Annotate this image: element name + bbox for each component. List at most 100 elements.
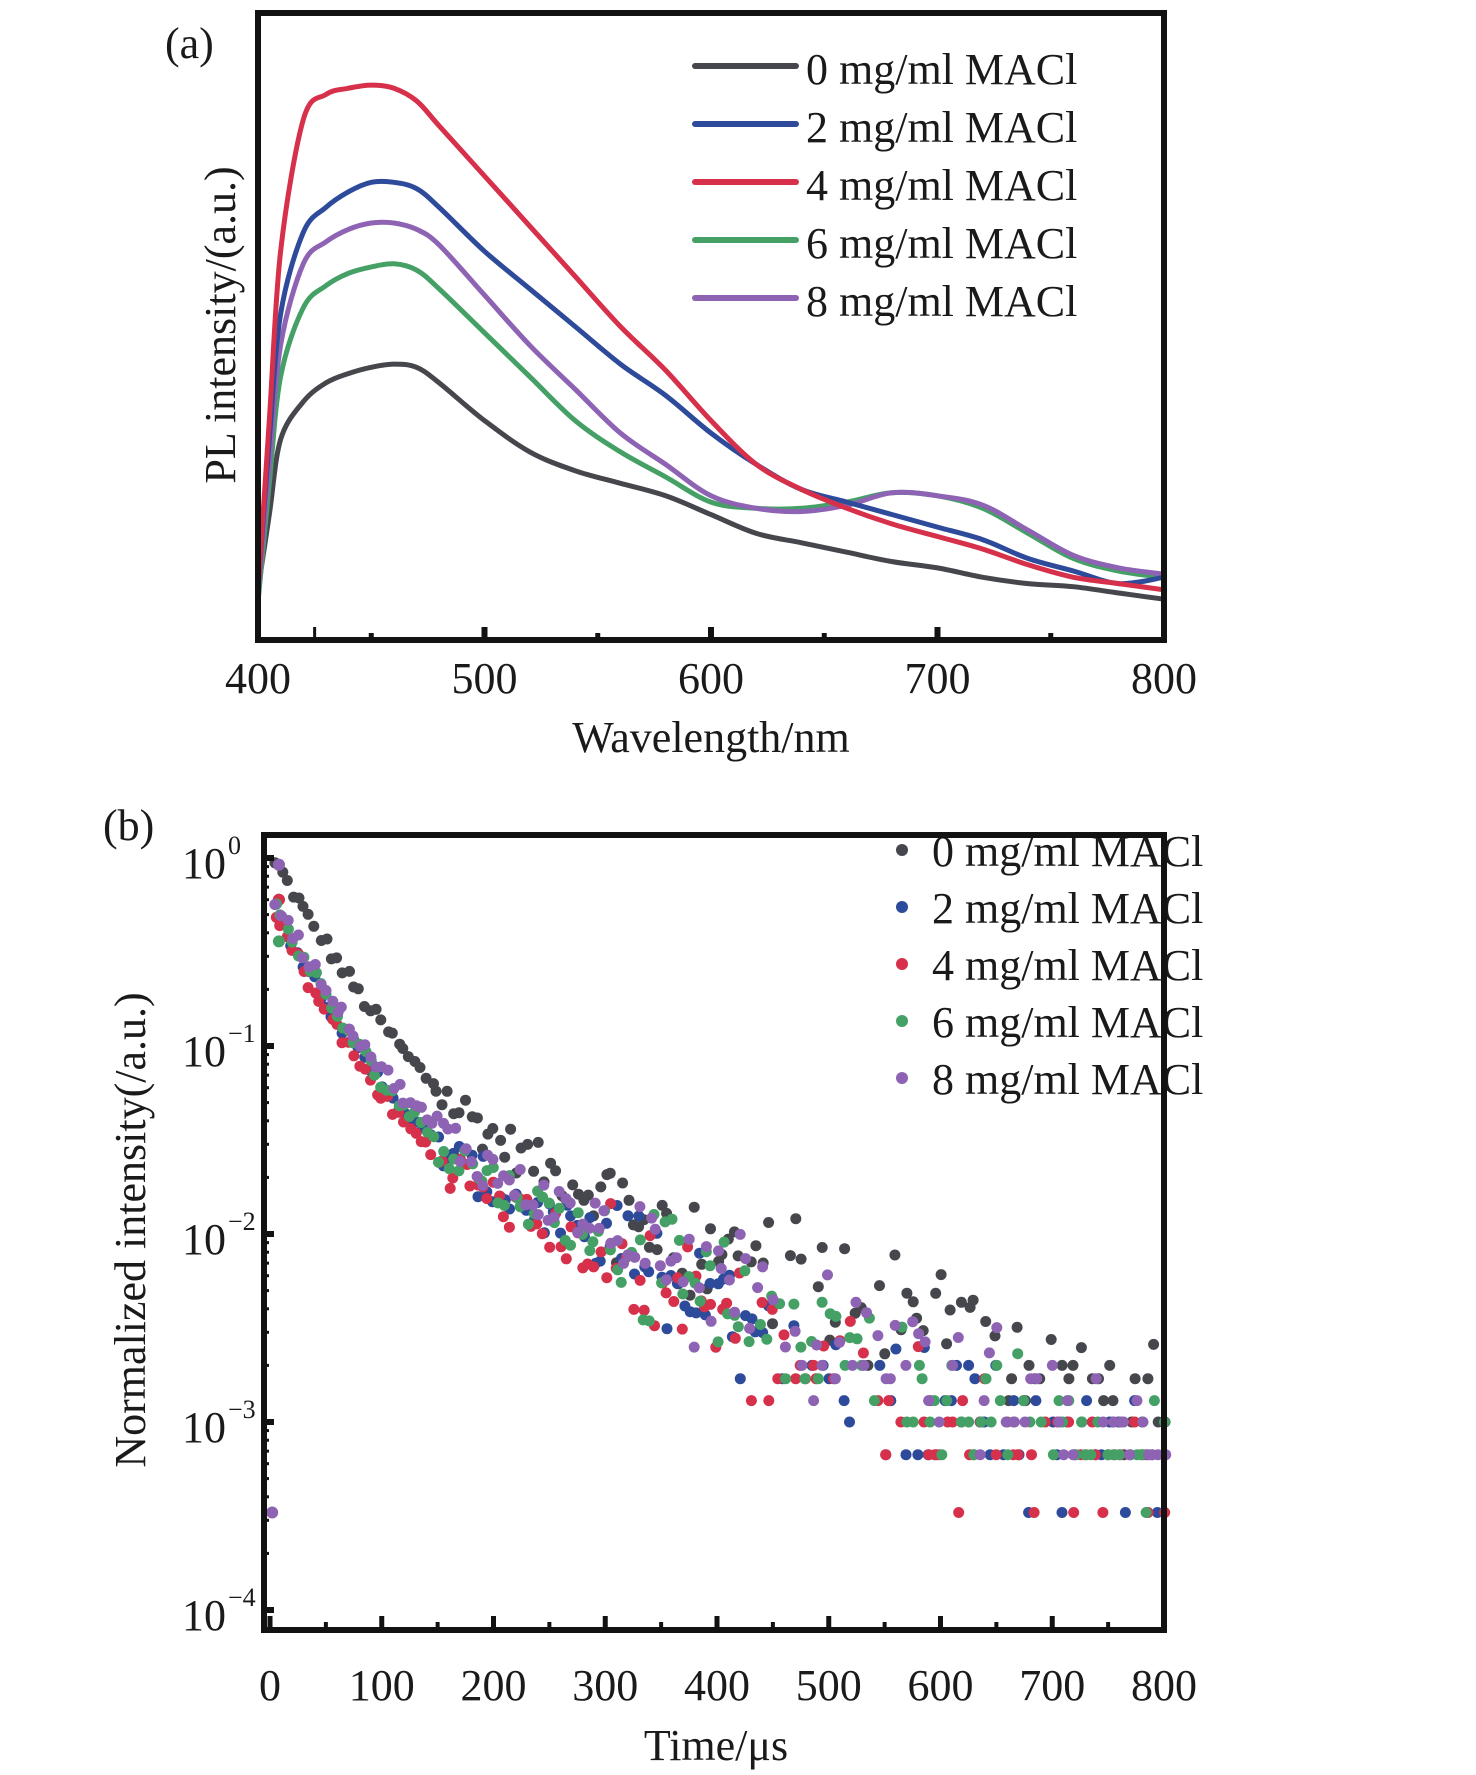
- panel-b-point-6mgml: [780, 1373, 792, 1385]
- panel-b-point-8mgml: [1067, 1449, 1079, 1461]
- panel-b-point-4mgml: [1129, 1416, 1140, 1428]
- panel-b-point-4mgml: [1012, 1449, 1024, 1461]
- panel-b-y-tick-label: 10: [182, 1403, 226, 1452]
- panel-b-point-6mgml: [553, 1202, 565, 1214]
- panel-b-point-8mgml: [646, 1212, 658, 1224]
- panel-a-x-tick-label: 700: [905, 654, 971, 703]
- panel-b-point-8mgml: [952, 1332, 964, 1343]
- panel-b-point-8mgml: [1031, 1373, 1043, 1385]
- panel-b-point-0mgml: [989, 1330, 1001, 1342]
- panel-b-point-6mgml: [851, 1333, 863, 1345]
- panel-b-point-4mgml: [721, 1297, 733, 1309]
- panel-b-point-0mgml: [331, 952, 343, 964]
- panel-b-legend-label: 2 mg/ml MACl: [932, 884, 1203, 933]
- panel-b-point-4mgml: [953, 1507, 965, 1518]
- panel-b-point-0mgml: [453, 1107, 465, 1119]
- panel-b-point-2mgml: [844, 1416, 855, 1428]
- panel-b-point-8mgml: [947, 1359, 959, 1371]
- panel-b-point-8mgml: [460, 1143, 472, 1155]
- panel-b-x-tick-label: 200: [461, 1661, 527, 1710]
- panel-b-point-0mgml: [460, 1094, 471, 1106]
- panel-b-point-6mgml: [453, 1165, 465, 1177]
- panel-b-point-0mgml: [297, 900, 309, 912]
- panel-b-point-8mgml: [1061, 1395, 1073, 1407]
- panel-b-point-6mgml: [754, 1319, 766, 1330]
- panel-b-point-8mgml: [612, 1235, 624, 1247]
- panel-b-point-4mgml: [560, 1253, 572, 1265]
- panel-b-point-8mgml: [1058, 1449, 1070, 1461]
- panel-b-point-0mgml: [604, 1167, 616, 1179]
- panel-b-point-6mgml: [1085, 1449, 1097, 1461]
- panel-b-point-2mgml: [704, 1278, 716, 1289]
- panel-b-y-tick-exponent: −3: [228, 1395, 256, 1424]
- panel-b-point-0mgml: [696, 1258, 708, 1270]
- panel-b-point-0mgml: [522, 1138, 534, 1150]
- panel-b-frame: [261, 832, 1167, 1633]
- panel-b-y-tick-exponent: −2: [228, 1207, 256, 1236]
- panel-b-point-8mgml: [477, 1180, 489, 1191]
- panel-b-point-0mgml: [980, 1316, 992, 1327]
- panel-b-point-0mgml: [784, 1250, 796, 1262]
- panel-b-x-tick-label: 800: [1131, 1661, 1197, 1710]
- panel-b-point-8mgml: [1137, 1416, 1149, 1428]
- panel-b-point-8mgml: [1008, 1416, 1020, 1428]
- panel-b-point-6mgml: [310, 967, 322, 979]
- panel-b-point-0mgml: [767, 1318, 778, 1330]
- panel-b-point-6mgml: [634, 1234, 646, 1246]
- panel-b-point-6mgml: [433, 1156, 444, 1168]
- panel-b-legend-marker: [896, 1015, 908, 1027]
- panel-b-point-8mgml: [700, 1241, 712, 1253]
- panel-b-point-8mgml: [983, 1347, 995, 1359]
- panel-b-point-6mgml: [522, 1218, 534, 1230]
- panel-b-point-4mgml: [676, 1323, 688, 1335]
- panel-b-point-6mgml: [443, 1163, 455, 1175]
- panel-b-point-8mgml: [639, 1257, 651, 1269]
- panel-b-point-8mgml: [884, 1373, 896, 1385]
- panel-b-point-0mgml: [505, 1123, 517, 1135]
- panel-b-point-4mgml: [957, 1395, 969, 1407]
- panel-b-point-6mgml: [272, 935, 285, 948]
- panel-b-point-6mgml: [816, 1296, 828, 1308]
- panel-b-point-8mgml: [861, 1307, 872, 1319]
- panel-a-x-tick-label: 600: [678, 654, 744, 703]
- panel-b-point-8mgml: [1118, 1416, 1129, 1428]
- panel-b-point-8mgml: [933, 1416, 945, 1428]
- panel-b-point-4mgml: [705, 1298, 716, 1310]
- panel-b-point-6mgml: [498, 1199, 510, 1211]
- panel-a-legend-label: 2 mg/ml MACl: [806, 103, 1077, 152]
- panel-b-point-4mgml: [634, 1274, 646, 1286]
- panel-b-point-8mgml: [740, 1253, 752, 1265]
- panel-b-point-8mgml: [297, 952, 308, 964]
- panel-b-point-6mgml: [799, 1373, 811, 1385]
- panel-b-point-8mgml: [327, 995, 339, 1007]
- panel-b-point-0mgml: [550, 1165, 562, 1177]
- panel-b-point-8mgml: [858, 1359, 870, 1371]
- panel-b-point-0mgml: [1006, 1373, 1018, 1385]
- panel-b-point-6mgml: [739, 1265, 751, 1277]
- panel-b-point-0mgml: [397, 1043, 409, 1054]
- panel-b-point-2mgml: [1056, 1507, 1068, 1518]
- panel-b-point-8mgml: [654, 1260, 666, 1272]
- panel-b-point-8mgml: [589, 1197, 601, 1209]
- panel-b-point-6mgml: [868, 1395, 880, 1407]
- panel-b-point-6mgml: [795, 1341, 807, 1353]
- panel-b-point-0mgml: [352, 983, 364, 995]
- panel-b-point-8mgml: [431, 1110, 443, 1122]
- panel-b-point-4mgml: [1068, 1507, 1080, 1518]
- panel-b-point-8mgml: [598, 1205, 610, 1217]
- panel-b-point-8mgml: [816, 1359, 828, 1371]
- panel-b-point-8mgml: [282, 914, 294, 926]
- panel-b-point-2mgml: [1119, 1507, 1131, 1518]
- panel-b-point-8mgml: [553, 1186, 565, 1197]
- panel-b-point-8mgml: [872, 1330, 884, 1342]
- panel-b-point-6mgml: [673, 1234, 685, 1246]
- panel-b-point-8mgml: [767, 1294, 779, 1306]
- panel-b-point-8mgml: [734, 1228, 746, 1240]
- panel-b-point-6mgml: [761, 1333, 773, 1345]
- panel-b-point-4mgml: [601, 1272, 613, 1284]
- panel-b-legend-label: 8 mg/ml MACl: [932, 1055, 1203, 1104]
- panel-b-point-0mgml: [471, 1112, 483, 1124]
- panel-b-point-8mgml: [1090, 1373, 1102, 1385]
- panel-b-point-0mgml: [935, 1269, 947, 1281]
